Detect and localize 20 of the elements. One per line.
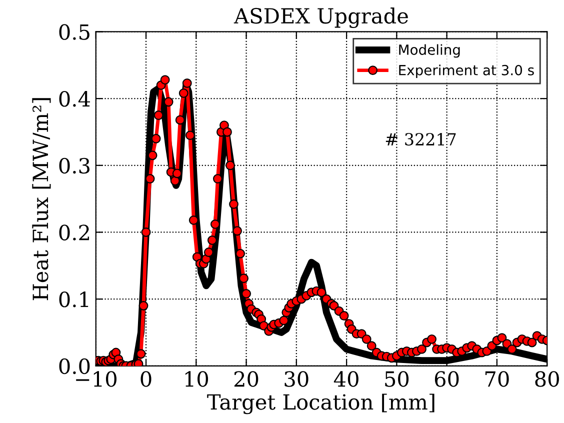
y-tick-label: 0.2	[59, 224, 89, 240]
legend-label: Modeling	[399, 44, 460, 58]
x-tick-label: 60	[434, 371, 459, 387]
x-tick-label: 20	[234, 371, 258, 387]
x-tick-label: 30	[284, 371, 308, 387]
legend-label: Experiment at 3.0 s	[399, 64, 534, 78]
x-tick-label: 70	[485, 371, 509, 387]
annotation: # 32217	[386, 132, 456, 146]
x-tick-label: 50	[385, 371, 409, 387]
chart-title: ASDEX Upgrade	[234, 8, 408, 28]
x-tick-label: 0	[140, 371, 152, 387]
y-tick-label: 0.4	[59, 91, 90, 107]
y-tick-label: 0.5	[59, 24, 90, 40]
y-tick-label: 0.1	[59, 292, 88, 308]
x-tick-label: 40	[334, 371, 358, 387]
y-tick-label: 0.3	[59, 158, 90, 174]
x-tick-label: 10	[185, 371, 208, 387]
y-axis-title: Heat Flux [MW/m²]	[32, 98, 51, 300]
x-tick-label: 80	[535, 371, 559, 387]
x-axis-title: Target Location [mm]	[207, 394, 434, 414]
